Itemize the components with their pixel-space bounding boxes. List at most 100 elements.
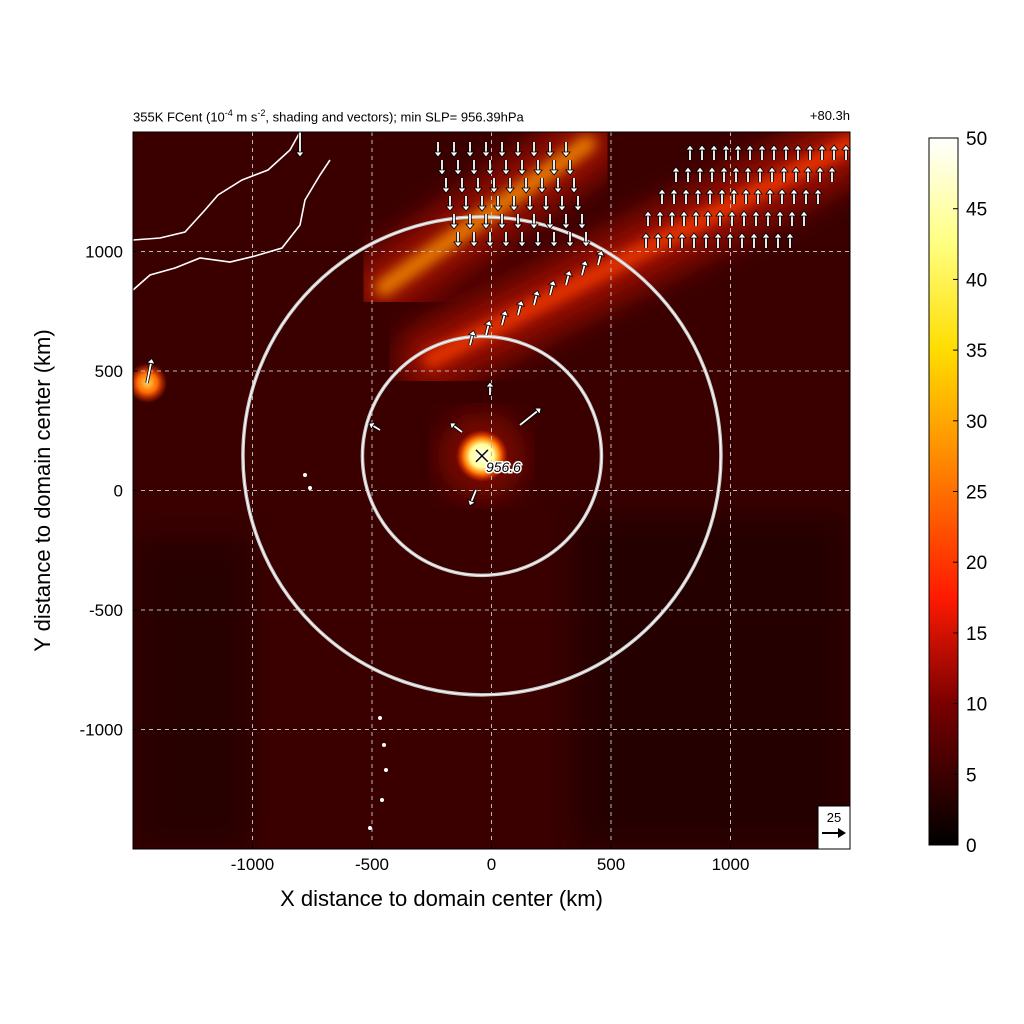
vector-arrow — [767, 166, 777, 182]
coastline — [133, 132, 331, 291]
forecast-hour: +80.3h — [809, 108, 850, 123]
reference-vector-label: 25 — [827, 810, 841, 825]
vector-arrow — [517, 232, 527, 248]
vector-arrow — [561, 142, 571, 158]
y-axis-label: Y distance to domain center (km) — [30, 329, 55, 651]
plot-area: 956.6 — [133, 132, 850, 849]
vector-arrow — [499, 309, 510, 326]
reference-vector: 25 — [817, 805, 851, 850]
vector-arrow — [685, 144, 695, 160]
vector-arrow — [497, 214, 507, 230]
island-dot — [384, 768, 388, 772]
vector-arrow — [731, 166, 741, 182]
vector-arrow — [545, 214, 555, 230]
vector-arrow — [751, 210, 761, 226]
vector-arrow — [763, 210, 773, 226]
vector-arrow — [641, 232, 651, 248]
x-tick-label: 1000 — [712, 855, 750, 874]
vector-arrow — [581, 232, 591, 248]
vector-arrow — [815, 166, 825, 182]
colorbar: 0 5 10 15 20 25 30 35 40 45 50 — [928, 129, 987, 857]
field-low-region — [575, 514, 850, 849]
vector-arrow — [533, 160, 543, 176]
chart-title: 355K FCent (10-4 m s-2, shading and vect… — [133, 108, 524, 125]
x-tick-label: 500 — [597, 855, 625, 874]
vector-arrow — [595, 249, 606, 266]
colorbar-tick-label: 25 — [966, 483, 987, 504]
vector-arrow — [469, 232, 479, 248]
axes: 25 -1000 -500 0 500 1000 -1000 -500 0 500 1000 X di… — [30, 131, 851, 911]
y-tick-label: 0 — [114, 482, 123, 501]
vector-arrow — [453, 160, 463, 176]
vector-arrow — [481, 142, 491, 158]
vector-arrow — [743, 166, 753, 182]
radius-ring-highlight — [361, 335, 602, 576]
vector-arrow — [493, 196, 503, 212]
vector-arrow — [765, 188, 775, 204]
colorbar-tick-label: 0 — [966, 836, 977, 857]
x-tick-label: -500 — [355, 855, 389, 874]
vector-arrow — [729, 188, 739, 204]
vector-arrow — [715, 210, 725, 226]
vector-arrow — [485, 381, 495, 395]
vector-arrow — [717, 188, 727, 204]
vector-arrow — [501, 160, 511, 176]
colorbar-tick-label: 15 — [966, 624, 987, 645]
x-axis-label: X distance to domain center (km) — [280, 886, 603, 911]
x-tick-label: 0 — [487, 855, 496, 874]
y-tick-label: -1000 — [80, 721, 123, 740]
reference-vector-box — [817, 805, 851, 850]
vector-arrow — [505, 178, 515, 194]
vector-arrow — [709, 144, 719, 160]
y-tick-label: 1000 — [85, 243, 123, 262]
vector-arrow — [769, 144, 779, 160]
vector-arrow — [569, 178, 579, 194]
vector-arrow — [789, 188, 799, 204]
vector-arrow — [745, 144, 755, 160]
vector-arrow — [529, 142, 539, 158]
vector-arrow — [497, 142, 507, 158]
vector-arrow — [739, 210, 749, 226]
vector-arrow — [557, 196, 567, 212]
vector-arrow — [465, 214, 475, 230]
vector-arrow — [461, 196, 471, 212]
vector-arrow — [827, 166, 837, 182]
vector-arrow — [655, 210, 665, 226]
vector-arrow — [707, 166, 717, 182]
vector-arrow — [295, 132, 305, 158]
vector-arrow — [777, 188, 787, 204]
vector-arrow — [549, 160, 559, 176]
vector-arrow — [703, 210, 713, 226]
vector-arrow — [781, 144, 791, 160]
vector-arrow — [483, 319, 494, 336]
vector-arrow — [547, 279, 558, 296]
y-tick-label: -500 — [89, 601, 123, 620]
vector-arrow — [515, 299, 526, 316]
vector-arrow — [513, 214, 523, 230]
vector-arrow — [683, 166, 693, 182]
vector-arrow — [433, 142, 443, 158]
y-tick-label: 500 — [95, 362, 123, 381]
vector-arrow — [801, 188, 811, 204]
vector-arrow — [793, 144, 803, 160]
island-dot — [382, 743, 386, 747]
vector-arrow — [799, 210, 809, 226]
vector-arrow — [509, 196, 519, 212]
vector-arrow — [691, 210, 701, 226]
vector-arrow — [549, 232, 559, 248]
colorbar-tick-label: 30 — [966, 412, 987, 433]
vector-arrow — [787, 210, 797, 226]
vector-arrow — [677, 232, 687, 248]
vector-arrow — [725, 232, 735, 248]
vector-arrow — [697, 144, 707, 160]
vector-arrow — [449, 422, 464, 434]
vector-arrow — [457, 178, 467, 194]
island-dot — [303, 473, 307, 477]
vector-arrow — [695, 166, 705, 182]
vector-arrow — [689, 232, 699, 248]
vector-arrow — [785, 232, 795, 248]
island-dot — [378, 716, 382, 720]
vector-arrow — [727, 210, 737, 226]
vector-arrow — [529, 214, 539, 230]
